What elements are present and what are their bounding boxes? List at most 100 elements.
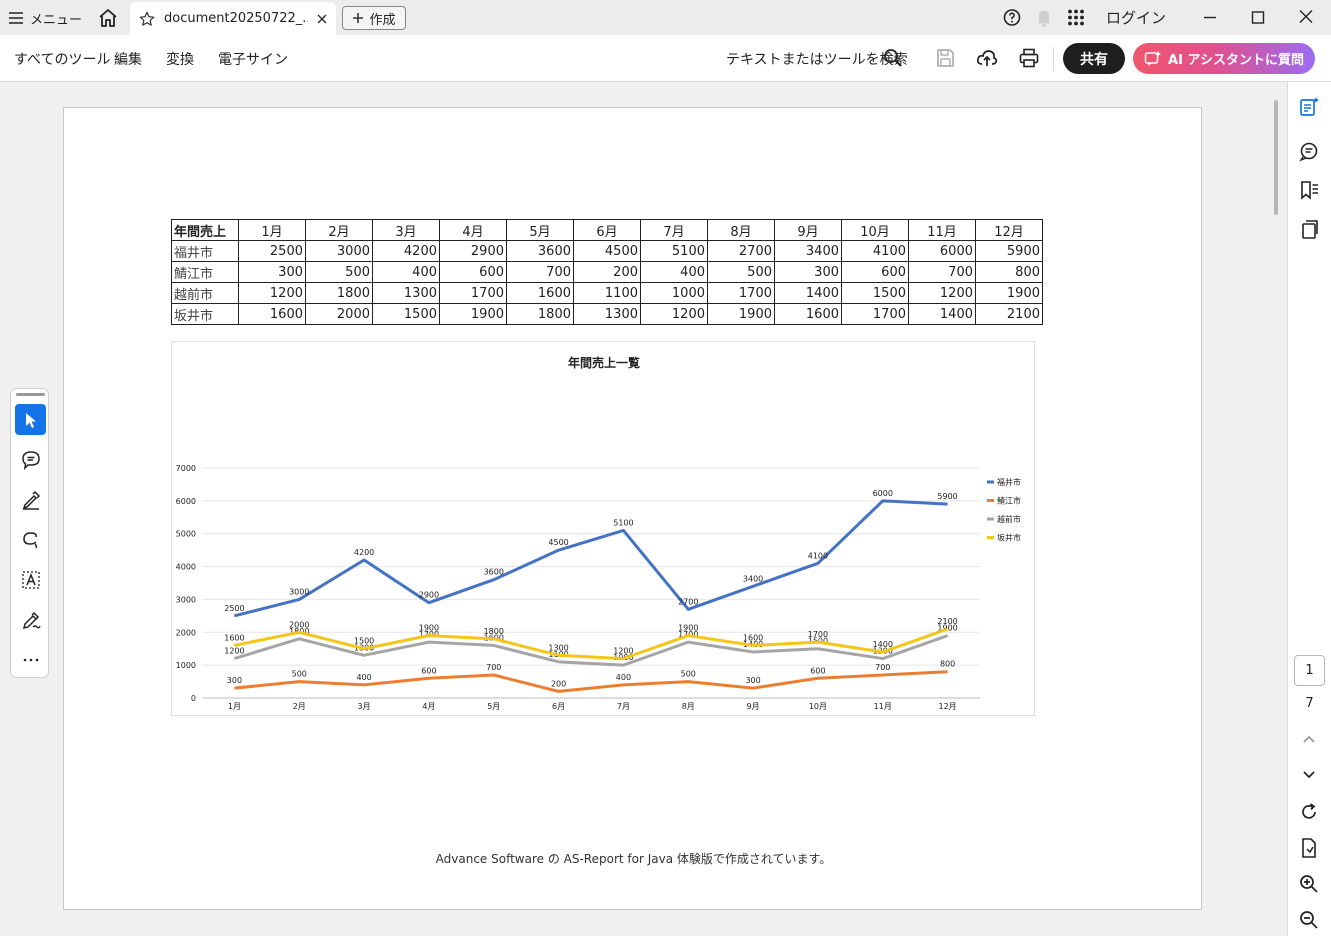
table-cell: 1800 (506, 303, 574, 325)
ai-assistant-button[interactable]: AI アシスタントに質問 (1133, 43, 1315, 74)
table-cell: 4200 (372, 240, 440, 262)
highlight-tool-button[interactable] (15, 484, 46, 515)
legend-label: 鯖江市 (997, 496, 1021, 506)
cloud-upload-icon[interactable] (976, 47, 998, 69)
data-label: 400 (356, 673, 371, 682)
bookmark-panel-icon[interactable] (1298, 179, 1320, 201)
data-label: 300 (227, 676, 242, 685)
x-tick-label: 11月 (874, 702, 892, 711)
y-tick-label: 5000 (176, 530, 196, 539)
data-label: 3000 (289, 587, 309, 596)
help-icon[interactable] (1002, 5, 1022, 30)
data-label: 800 (940, 660, 955, 669)
draw-tool-button[interactable] (15, 524, 46, 555)
plus-icon (353, 13, 364, 23)
total-pages: 7 (1305, 696, 1314, 711)
chevron-down-icon[interactable] (1298, 763, 1320, 785)
table-row-label: 鯖江市 (171, 261, 239, 283)
y-tick-label: 4000 (176, 563, 196, 572)
zoom-out-icon[interactable] (1298, 909, 1320, 931)
table-month-header: 2月 (305, 219, 373, 241)
vertical-scrollbar[interactable] (1274, 100, 1278, 215)
close-window-icon[interactable] (1298, 5, 1314, 30)
table-cell: 1500 (841, 282, 909, 304)
save-icon[interactable] (934, 47, 956, 69)
star-icon[interactable] (138, 10, 156, 28)
print-icon[interactable] (1018, 47, 1040, 69)
line-chart-svg: 年間売上一覧 0 1000 2000 3000 4000 5000 6000 7000 1月 2月 3… (176, 355, 1021, 711)
table-cell: 1700 (439, 282, 507, 304)
new-button[interactable]: 作成 (342, 6, 406, 30)
share-button[interactable]: 共有 (1063, 43, 1125, 74)
series-line (234, 499, 948, 618)
data-label: 400 (616, 673, 631, 682)
table-cell: 1400 (774, 282, 842, 304)
menu-all-tools[interactable]: すべてのツール (14, 52, 111, 68)
more-tools-button[interactable] (15, 644, 46, 675)
x-tick-label: 12月 (938, 702, 956, 711)
footer-note: Advance Software の AS-Report for Java 体験… (435, 852, 832, 866)
table-month-header: 7月 (640, 219, 708, 241)
table-cell: 3000 (305, 240, 373, 262)
text-tool-button[interactable] (15, 564, 46, 595)
y-tick-label: 0 (191, 694, 196, 703)
maximize-icon[interactable] (1250, 5, 1266, 30)
data-label: 5900 (937, 492, 957, 501)
data-label: 500 (681, 670, 696, 679)
page-extract-icon[interactable] (1298, 837, 1320, 859)
table-row: 鯖江市 300 500 400 600 700 200 400 500 300 600 700 800 (171, 261, 1043, 283)
search-icon[interactable] (882, 47, 904, 69)
zoom-in-icon[interactable] (1298, 873, 1320, 895)
chevron-up-icon[interactable] (1298, 729, 1320, 751)
data-label: 1700 (808, 630, 828, 639)
login-link[interactable]: ログイン (1106, 9, 1167, 27)
pages-panel-icon[interactable] (1298, 218, 1320, 240)
toolbar-grip[interactable] (16, 393, 45, 396)
minimize-icon[interactable] (1202, 5, 1218, 30)
menu-edit[interactable]: 編集 (114, 52, 142, 68)
refresh-icon[interactable] (1298, 801, 1320, 823)
data-label: 4200 (354, 548, 374, 557)
document-tab[interactable]: document20250722_... (130, 2, 336, 35)
data-label: 1600 (743, 633, 763, 642)
data-label: 1500 (354, 637, 374, 646)
table-cell: 1400 (908, 303, 976, 325)
comment-tool-button[interactable] (15, 444, 46, 475)
menu-button[interactable]: メニュー (8, 6, 82, 30)
data-label: 500 (292, 670, 307, 679)
series-line (233, 634, 949, 667)
search-tools-label[interactable]: テキストまたはツールを検索 (726, 52, 908, 68)
y-tick-label: 6000 (176, 497, 196, 506)
data-label: 3600 (484, 568, 504, 577)
table-month-header: 6月 (573, 219, 641, 241)
select-tool-button[interactable] (15, 404, 46, 435)
apps-grid-icon[interactable] (1066, 5, 1086, 30)
menu-convert[interactable]: 変換 (166, 52, 194, 68)
close-tab-icon[interactable] (316, 13, 328, 25)
y-tick-label: 1000 (176, 661, 196, 670)
table-cell: 1200 (908, 282, 976, 304)
home-icon (99, 9, 117, 27)
data-label: 300 (745, 676, 760, 685)
ai-summary-icon[interactable] (1298, 96, 1320, 118)
table-month-header: 3月 (372, 219, 440, 241)
data-label: 2700 (678, 597, 698, 606)
menu-e-sign[interactable]: 電子サイン (218, 52, 288, 68)
current-page-input[interactable]: 1 (1294, 655, 1325, 686)
table-cell: 1900 (439, 303, 507, 325)
pen-icon (22, 490, 40, 510)
table-cell: 1100 (573, 282, 641, 304)
table-month-header: 10月 (841, 219, 909, 241)
data-label: 6000 (873, 489, 893, 498)
home-button[interactable] (96, 6, 120, 30)
data-label: 1900 (937, 624, 957, 633)
sign-tool-button[interactable] (15, 604, 46, 635)
x-tick-label: 3月 (358, 702, 371, 711)
notification-bell-icon[interactable] (1034, 5, 1054, 30)
x-tick-label: 10月 (809, 702, 827, 711)
x-tick-label: 6月 (552, 702, 565, 711)
table-month-header: 8月 (707, 219, 775, 241)
comment-icon (21, 450, 40, 470)
table-cell: 3600 (506, 240, 574, 262)
comments-panel-icon[interactable] (1298, 140, 1320, 162)
